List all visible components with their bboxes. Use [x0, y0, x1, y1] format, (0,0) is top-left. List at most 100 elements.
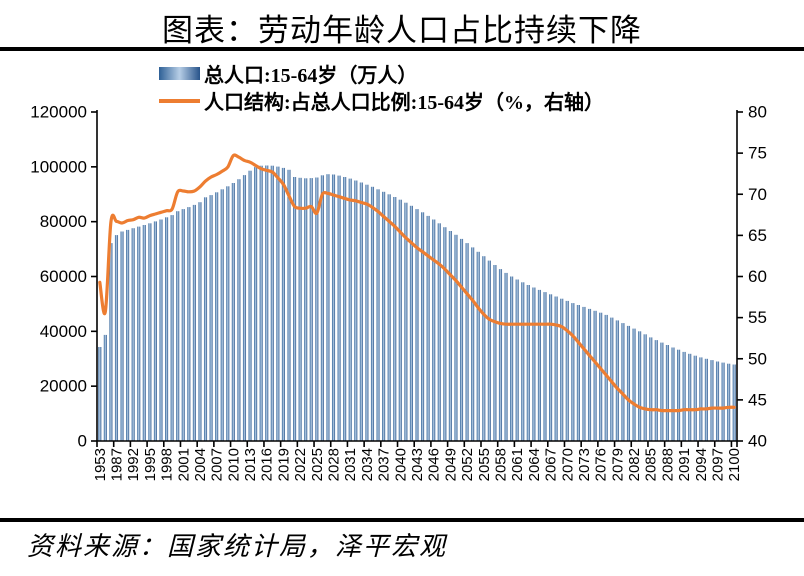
bar	[671, 347, 675, 441]
x-axis-tick-label: 2004	[192, 448, 209, 481]
x-axis-tick-label: 2067	[543, 448, 560, 481]
x-axis-tick-label: 2001	[175, 448, 192, 481]
x-axis-tick-label: 2079	[609, 448, 626, 481]
bar	[398, 199, 402, 441]
bar	[471, 247, 475, 441]
bar	[560, 298, 564, 441]
bar	[137, 226, 141, 441]
bar	[459, 238, 464, 441]
bar	[276, 166, 280, 441]
bar	[476, 251, 480, 441]
source-note: 资料来源：国家统计局，泽平宏观	[27, 532, 448, 561]
bar	[259, 165, 263, 441]
bar	[665, 345, 669, 441]
x-axis-tick-label: 2046	[426, 448, 443, 481]
bar	[448, 231, 452, 441]
bar	[242, 175, 247, 441]
legend-item-line: 人口结构:占总人口比例:15-64岁（%，右轴）	[159, 87, 604, 114]
bar	[604, 314, 608, 441]
bar	[343, 177, 347, 441]
top-divider	[0, 47, 804, 51]
bar	[732, 364, 736, 441]
bar	[593, 310, 597, 441]
bar	[515, 279, 519, 441]
x-axis-tick-label: 2019	[275, 448, 292, 481]
bar	[153, 221, 157, 441]
right-axis-tick-label: 45	[748, 390, 767, 409]
bar	[370, 186, 375, 441]
bar	[532, 287, 536, 441]
bar	[654, 340, 658, 441]
x-axis-tick-label: 2058	[493, 448, 510, 481]
axes	[91, 110, 743, 447]
x-axis-tick-label: 2094	[693, 448, 710, 481]
bar	[226, 186, 230, 441]
bar	[543, 292, 547, 441]
x-axis-tick-label: 2007	[209, 448, 226, 481]
bar	[109, 243, 113, 441]
x-axis-tick-label: 1992	[125, 448, 142, 481]
x-axis-tick-label: 2016	[259, 448, 276, 481]
bar	[721, 362, 725, 441]
bar	[393, 197, 397, 441]
x-axis-tick-label: 1987	[109, 448, 126, 481]
bar	[504, 272, 508, 441]
bar	[454, 234, 458, 441]
left-axis-tick-label: 20000	[40, 377, 87, 396]
bar	[198, 202, 202, 441]
bar	[465, 243, 469, 441]
bar	[203, 197, 208, 441]
bar	[231, 183, 235, 441]
bar	[415, 209, 419, 441]
x-axis-tick-label: 2076	[593, 448, 610, 481]
bar	[537, 289, 541, 441]
bar	[437, 223, 441, 441]
bar	[421, 212, 425, 441]
bar	[354, 180, 358, 441]
bar	[98, 347, 102, 441]
bar	[103, 334, 107, 441]
bar	[209, 195, 213, 441]
bar	[348, 178, 352, 441]
bar	[270, 165, 274, 441]
x-axis-tick-label: 2097	[710, 448, 727, 481]
bar	[688, 353, 692, 441]
bar	[526, 285, 530, 441]
bar	[337, 175, 341, 441]
x-axis-tick-label: 2085	[643, 448, 660, 481]
left-axis-tick-label: 0	[78, 432, 87, 451]
x-axis-tick-label: 2073	[576, 448, 593, 481]
bar	[315, 177, 319, 441]
bar	[237, 179, 241, 441]
x-axis-tick-label: 2049	[442, 448, 459, 481]
bar	[510, 276, 514, 441]
bar	[587, 308, 592, 441]
legend-bar-label: 总人口:15-64岁（万人）	[204, 65, 418, 87]
bar	[610, 317, 614, 441]
bar	[320, 175, 324, 442]
bar	[432, 219, 436, 441]
right-axis-tick-label: 80	[748, 103, 767, 122]
x-axis-tick-label: 1995	[142, 448, 159, 481]
x-axis-tick-label: 2088	[659, 448, 676, 481]
x-axis-tick-label: 2040	[392, 448, 409, 481]
bar	[304, 178, 308, 442]
bar	[660, 342, 664, 441]
bar	[443, 227, 447, 441]
x-axis-tick-label: 2091	[676, 448, 693, 481]
bar	[571, 303, 575, 441]
x-axis-tick-label: 2064	[526, 448, 543, 481]
bar	[677, 349, 681, 441]
left-axis-tick-label: 40000	[40, 322, 87, 341]
x-axis-tick-label: 2082	[626, 448, 643, 481]
bar	[215, 192, 219, 441]
x-axis-tick-label: 2010	[225, 448, 242, 481]
bar	[126, 229, 130, 441]
x-axis-tick-label: 2028	[326, 448, 343, 481]
bar	[326, 174, 330, 441]
legend-item-bars: 总人口:15-64岁（万人）	[159, 60, 604, 87]
bar	[582, 306, 586, 441]
bar	[498, 269, 503, 441]
legend-line-label: 人口结构:占总人口比例:15-64岁（%，右轴）	[204, 92, 604, 114]
